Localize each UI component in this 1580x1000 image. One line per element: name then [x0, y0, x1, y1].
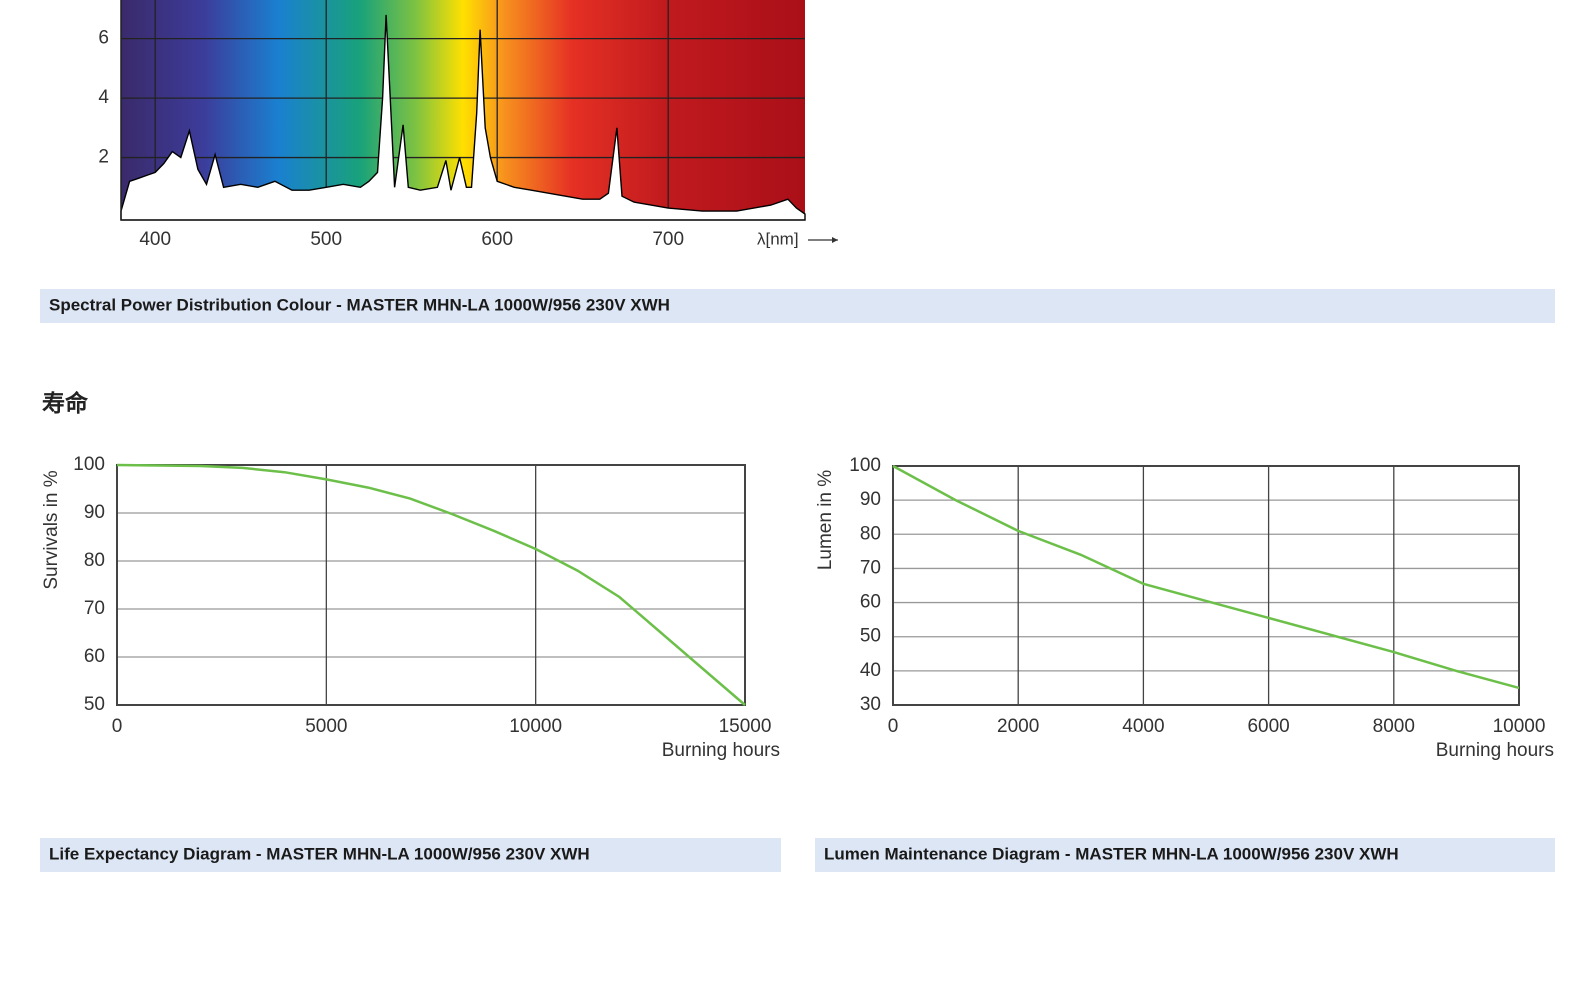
curve [116, 463, 746, 706]
x-tick-label: 0 [112, 716, 123, 737]
y-tick-label: 80 [84, 550, 105, 571]
plot-frame [116, 464, 746, 706]
x-tick-label: 700 [652, 229, 684, 250]
x-tick-label: 2000 [997, 716, 1039, 737]
x-tick-label: 0 [888, 716, 899, 737]
y-tick-label: 6 [98, 28, 109, 49]
section-heading: 寿命 [42, 390, 89, 416]
caption-band [815, 838, 1555, 872]
x-tick-label: 10000 [509, 716, 562, 737]
x-tick-label: 600 [481, 229, 513, 250]
y-tick-label: 100 [849, 455, 881, 476]
x-axis-label: Burning hours [662, 740, 780, 761]
x-tick-label: 5000 [305, 716, 347, 737]
caption: Lumen Maintenance Diagram - MASTER MHN-L… [824, 844, 1399, 863]
x-tick-label: 500 [310, 229, 342, 250]
y-tick-label: 2 [98, 147, 109, 168]
y-tick-label: 90 [84, 502, 105, 523]
y-tick-label: 30 [860, 694, 881, 715]
y-tick-label: 90 [860, 489, 881, 510]
y-tick-label: 50 [860, 626, 881, 647]
y-tick-label: 80 [860, 523, 881, 544]
y-tick-label: 4 [98, 87, 109, 108]
y-axis-label: Lumen in % [815, 470, 836, 570]
axis-arrow-head [832, 237, 838, 243]
curve [892, 464, 1520, 690]
caption: Life Expectancy Diagram - MASTER MHN-LA … [49, 844, 590, 863]
y-tick-label: 70 [860, 557, 881, 578]
caption-band [40, 838, 781, 872]
y-tick-label: 60 [84, 646, 105, 667]
x-tick-label: 10000 [1493, 716, 1546, 737]
y-tick-label: 40 [860, 660, 881, 681]
caption-band [40, 289, 1555, 323]
y-tick-label: 100 [73, 454, 105, 475]
y-tick-label: 60 [860, 592, 881, 613]
y-axis-label: Survivals in % [41, 470, 62, 589]
x-axis-label: Burning hours [1436, 740, 1554, 761]
x-tick-label: 400 [139, 229, 171, 250]
plot-frame [892, 465, 1520, 706]
spectrum-area [120, 14, 806, 221]
y-tick-label: 70 [84, 598, 105, 619]
x-tick-label: 6000 [1247, 716, 1289, 737]
x-axis-label: λ[nm] [757, 229, 799, 248]
x-tick-label: 8000 [1373, 716, 1415, 737]
x-tick-label: 15000 [719, 716, 772, 737]
y-tick-label: 50 [84, 694, 105, 715]
x-tick-label: 4000 [1122, 716, 1164, 737]
caption: Spectral Power Distribution Colour - MAS… [49, 295, 670, 314]
